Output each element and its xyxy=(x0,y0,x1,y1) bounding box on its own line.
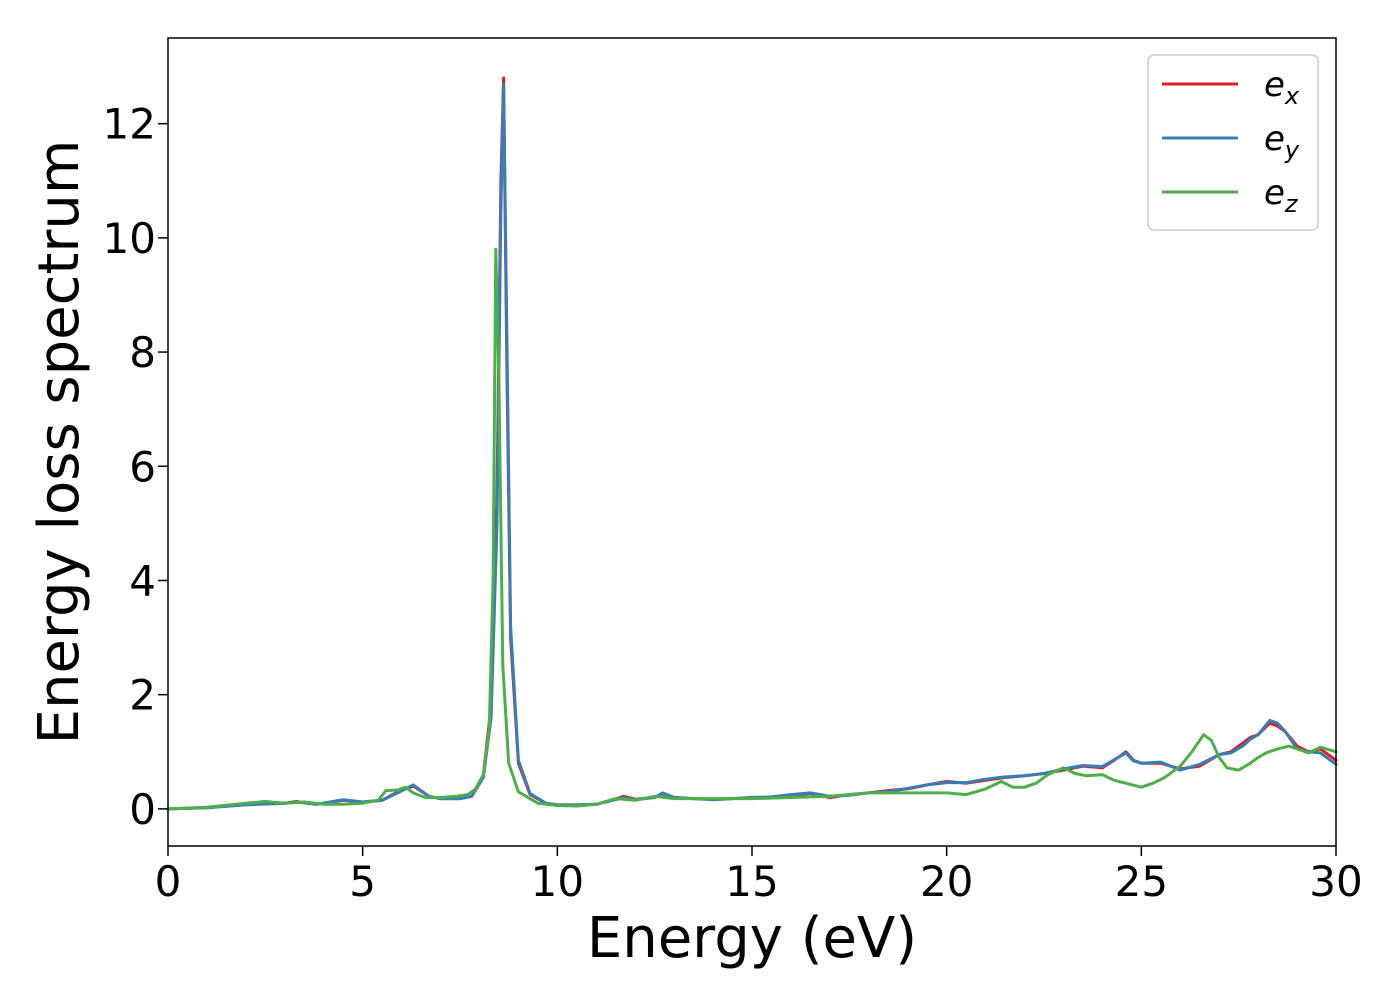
x-tick-label: 30 xyxy=(1309,857,1362,906)
x-tick-label: 10 xyxy=(531,857,584,906)
legend-item-e_x: ex xyxy=(1162,65,1300,110)
y-tick-label: 8 xyxy=(129,328,156,377)
legend-box xyxy=(1147,54,1319,231)
legend: ex ey ez xyxy=(1147,54,1319,231)
y-tick-label: 12 xyxy=(103,100,156,149)
series-line-e_z xyxy=(166,247,1338,811)
legend-item-e_z: ez xyxy=(1162,173,1299,218)
legend-item-e_y: ey xyxy=(1162,119,1300,164)
y-tick-label: 10 xyxy=(103,214,156,263)
series-lines xyxy=(166,76,1338,811)
legend-entries: ex ey ez xyxy=(1162,65,1300,218)
legend-label: ez xyxy=(1264,173,1299,218)
x-tick-label: 20 xyxy=(920,857,973,906)
y-axis-label: Energy loss spectrum xyxy=(27,140,92,745)
legend-label: ex xyxy=(1264,65,1300,110)
y-tick-label: 4 xyxy=(129,556,156,605)
x-axis-label: Energy (eV) xyxy=(587,906,917,971)
x-tick-label: 15 xyxy=(725,857,778,906)
y-tick-label: 2 xyxy=(129,671,156,720)
y-tick-label: 6 xyxy=(129,442,156,491)
x-tick-label: 5 xyxy=(349,857,376,906)
legend-label: ey xyxy=(1264,119,1300,164)
y-axis-ticks: 0 2 4 6 8 10 12 xyxy=(103,100,168,834)
x-tick-label: 0 xyxy=(155,857,182,906)
y-tick-label: 0 xyxy=(129,785,156,834)
x-axis-ticks: 0 5 10 15 20 25 30 xyxy=(155,846,1363,906)
x-tick-label: 25 xyxy=(1115,857,1168,906)
